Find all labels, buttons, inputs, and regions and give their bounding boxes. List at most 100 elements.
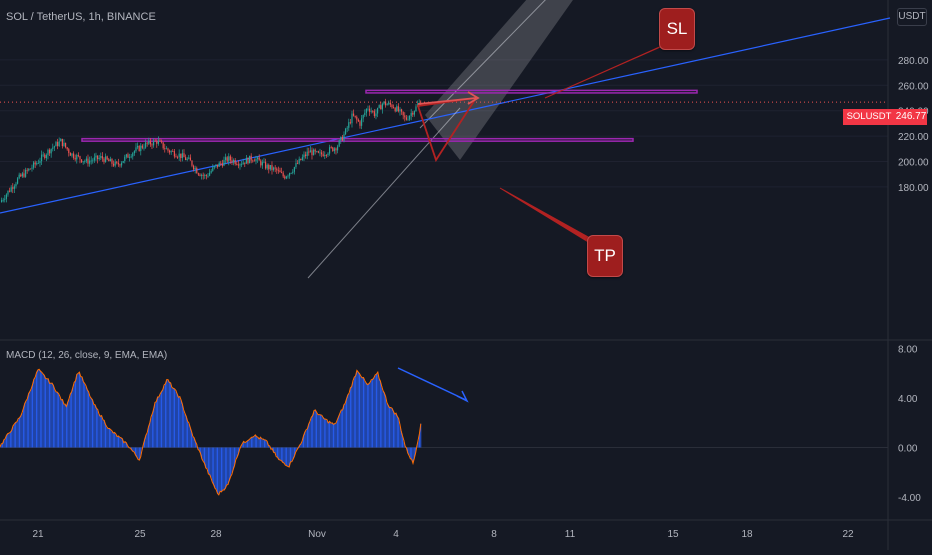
tp-callout: TP: [587, 235, 623, 277]
candle-body: [228, 156, 230, 162]
candle-body: [119, 164, 121, 166]
candle-body: [367, 108, 369, 110]
candle-body: [284, 176, 286, 179]
candle-body: [159, 140, 161, 142]
candle-body: [168, 150, 171, 153]
candle-body: [221, 163, 223, 166]
candle-body: [240, 164, 243, 166]
candle-body: [124, 156, 126, 161]
candle-body: [216, 164, 219, 167]
candle-body: [290, 172, 292, 174]
candle-body: [207, 175, 209, 177]
candle-body: [368, 108, 371, 112]
candle-body: [7, 190, 9, 195]
candle-body: [0, 200, 3, 203]
resistance-zone: [365, 89, 698, 94]
candle-body: [63, 142, 65, 147]
candle-body: [309, 150, 311, 153]
candle-body: [194, 168, 196, 170]
candle-body: [389, 102, 391, 105]
candle-body: [301, 157, 303, 161]
candle-body: [13, 186, 15, 189]
candle-body: [130, 156, 132, 158]
candle-body: [188, 157, 190, 159]
candle-body: [23, 173, 25, 177]
support-zone: [81, 137, 634, 142]
time-tick-label: 8: [491, 529, 497, 540]
candle-body: [167, 148, 169, 151]
macd-title: MACD (12, 26, close, 9, EMA, EMA): [6, 350, 168, 361]
candle-body: [29, 168, 31, 170]
candle-body: [208, 172, 211, 176]
candle-body: [95, 155, 97, 158]
candle-body: [127, 154, 129, 158]
candle-body: [92, 160, 94, 162]
candle-body: [384, 101, 387, 106]
candle-body: [247, 157, 249, 164]
candle-body: [114, 161, 116, 166]
candle-body: [311, 150, 313, 156]
candle-body: [412, 112, 414, 115]
candle-body: [306, 151, 308, 157]
candle-body: [148, 140, 150, 144]
candle-body: [308, 151, 310, 153]
candle-body: [354, 115, 356, 117]
candle-body: [215, 164, 217, 167]
candle-body: [234, 159, 236, 164]
macd-tick-label: 0.00: [898, 444, 918, 455]
candle-body: [280, 172, 283, 173]
candle-body: [165, 148, 167, 150]
candle-body: [381, 103, 383, 110]
candle-body: [77, 155, 79, 157]
candle-body: [378, 105, 380, 108]
candle-body: [391, 104, 393, 108]
candle-body: [144, 142, 147, 148]
candle-body: [340, 136, 342, 141]
candle-body: [220, 162, 222, 164]
candle-body: [37, 162, 39, 164]
candle-body: [4, 198, 6, 200]
breakout-arrow: [417, 91, 480, 105]
candle-body: [362, 115, 364, 119]
candle-body: [348, 122, 350, 128]
candle-body: [320, 152, 323, 155]
candle-body: [333, 148, 335, 152]
candle-body: [100, 156, 102, 158]
candle-body: [248, 155, 251, 164]
currency-button[interactable]: USDT: [897, 8, 927, 26]
ticker-badge: SOLUSDT: [843, 109, 895, 125]
candle-body: [141, 145, 143, 148]
candle-body: [376, 107, 379, 114]
candle-body: [295, 162, 297, 168]
time-tick-label: Nov: [308, 529, 326, 540]
candle-body: [274, 167, 276, 169]
candle-body: [55, 142, 57, 147]
candle-body: [237, 164, 239, 166]
candle-body: [21, 173, 23, 177]
candle-body: [191, 160, 193, 166]
candle-body: [28, 168, 30, 171]
candle-body: [117, 162, 119, 165]
time-tick-label: 21: [32, 529, 44, 540]
candle-body: [252, 160, 254, 162]
candle-body: [60, 138, 62, 142]
candle-body: [244, 162, 246, 164]
candle-body: [258, 157, 260, 161]
sl-callout: SL: [659, 8, 695, 50]
projection-mid-line: [419, 0, 546, 129]
candle-body: [93, 157, 95, 161]
candle-body: [231, 160, 233, 163]
candle-body: [116, 161, 118, 163]
candle-body: [56, 142, 59, 147]
candle-body: [76, 155, 78, 160]
candle-body: [69, 153, 71, 156]
candle-body: [271, 165, 273, 171]
candle-body: [338, 140, 340, 147]
candle-body: [212, 167, 214, 171]
candle-body: [266, 164, 268, 169]
candle-body: [360, 118, 363, 126]
time-tick-label: 25: [134, 529, 146, 540]
